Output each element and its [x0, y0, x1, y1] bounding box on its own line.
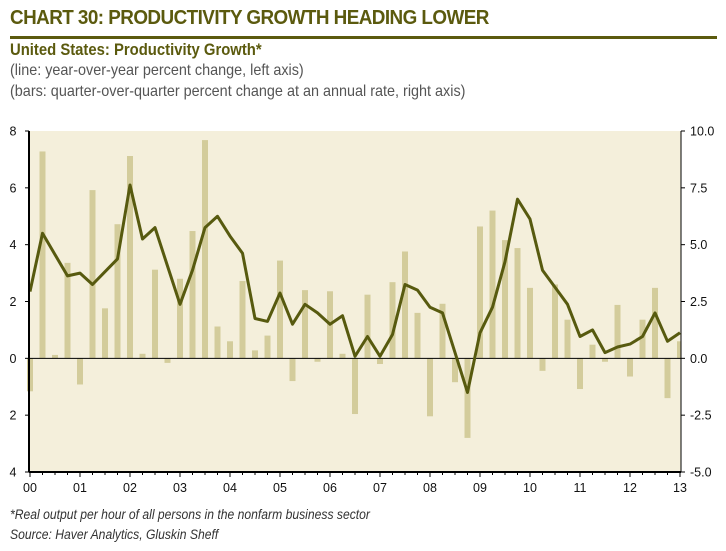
bar-13Q1 — [677, 341, 681, 359]
bar-02Q1 — [127, 156, 133, 359]
x-tick-label: 10 — [523, 481, 537, 495]
right-tick-label: 10.0 — [690, 125, 714, 139]
bar-04Q2 — [239, 281, 246, 359]
left-tick-label: 4 — [10, 466, 17, 480]
x-tick-label: 03 — [173, 481, 187, 495]
bar-05Q1 — [277, 260, 283, 359]
bar-07Q4 — [414, 312, 421, 359]
bar-05Q3 — [302, 290, 308, 359]
bar-10Q2 — [539, 358, 546, 371]
x-tick-label: 05 — [273, 481, 287, 495]
bar-12Q2 — [639, 319, 646, 359]
x-tick-label: 08 — [423, 481, 437, 495]
x-tick-label: 09 — [473, 481, 487, 495]
x-tick-label: 13 — [673, 481, 687, 495]
bar-10Q1 — [527, 287, 533, 359]
bar-11Q1 — [577, 358, 583, 390]
right-tick-label: 5.0 — [690, 238, 707, 252]
plot-background — [29, 131, 681, 472]
bar-02Q4 — [164, 358, 171, 363]
title-rule — [10, 36, 717, 39]
left-tick-label: 4 — [10, 238, 17, 252]
bar-01Q4 — [114, 224, 121, 359]
bar-01Q1 — [77, 358, 83, 385]
chart-title: CHART 30: PRODUCTIVITY GROWTH HEADING LO… — [10, 6, 489, 29]
bar-03Q2 — [189, 231, 196, 359]
bar-07Q2 — [389, 282, 396, 359]
bar-00Q4 — [64, 262, 71, 359]
x-tick-label: 00 — [23, 481, 37, 495]
right-tick-label: 0.0 — [690, 352, 707, 366]
x-tick-label: 01 — [73, 481, 87, 495]
bar-07Q3 — [402, 251, 408, 359]
right-tick-label: 7.5 — [690, 181, 707, 195]
left-tick-label: 0 — [10, 352, 17, 366]
bar-08Q2 — [439, 303, 446, 359]
source-note: Source: Haver Analytics, Gluskin Sheff — [10, 527, 219, 542]
right-tick-label: -2.5 — [690, 409, 712, 423]
bar-11Q4 — [614, 304, 621, 359]
left-tick-label: 2 — [10, 409, 17, 423]
x-axis-ticks: 00 01 02 03 04 05 06 07 08 09 10 11 12 13 — [23, 472, 687, 495]
bar-08Q4 — [464, 358, 471, 438]
x-tick-label: 04 — [223, 481, 237, 495]
bar-03Q3 — [202, 140, 208, 359]
bar-08Q1 — [427, 358, 433, 417]
bar-12Q4 — [664, 358, 671, 399]
bar-06Q2 — [339, 353, 346, 359]
bar-12Q1 — [627, 358, 633, 377]
bar-07Q1 — [377, 358, 383, 365]
bar-12Q3 — [652, 287, 658, 359]
left-axis-ticks: 8 6 4 2 0 2 4 — [10, 125, 29, 480]
x-tick-label: 06 — [323, 481, 337, 495]
bar-09Q4 — [514, 248, 521, 359]
line-series — [28, 183, 681, 394]
right-tick-label: 2.5 — [690, 295, 707, 309]
bar-series — [27, 140, 681, 438]
left-tick-label: 6 — [10, 181, 17, 195]
right-tick-label: -5.0 — [690, 466, 712, 480]
bar-05Q4 — [314, 358, 321, 362]
bar-01Q3 — [102, 308, 108, 359]
left-tick-label: 8 — [10, 125, 17, 139]
left-tick-label: 2 — [10, 295, 17, 309]
bar-01Q2 — [89, 190, 96, 359]
bar-00Q2 — [39, 151, 46, 359]
bar-09Q1 — [477, 226, 483, 359]
bar-03Q4 — [214, 326, 221, 359]
right-axis-ticks: 10.0 7.5 5.0 2.5 0.0 -2.5 -5.0 — [681, 125, 714, 480]
bar-11Q2 — [589, 344, 596, 359]
bar-02Q3 — [152, 269, 158, 359]
bar-09Q2 — [489, 210, 496, 359]
bar-10Q4 — [564, 319, 571, 359]
bar-09Q3 — [502, 240, 508, 359]
bar-02Q2 — [139, 353, 146, 359]
bar-04Q4 — [264, 335, 271, 359]
bar-06Q4 — [364, 294, 371, 359]
chart-subtitle: United States: Productivity Growth* — [10, 41, 262, 59]
bar-05Q2 — [289, 358, 296, 382]
bar-00Q3 — [52, 354, 58, 359]
x-tick-label: 11 — [574, 481, 587, 495]
bar-11Q3 — [602, 358, 608, 362]
bar-03Q1 — [177, 278, 183, 359]
footnote: *Real output per hour of all persons in … — [10, 507, 370, 522]
bar-06Q3 — [352, 358, 358, 415]
line-series-description: (line: year-over-year percent change, le… — [10, 62, 304, 79]
bar-08Q3 — [452, 358, 458, 383]
bar-10Q3 — [552, 284, 558, 359]
x-tick-label: 02 — [123, 481, 137, 495]
bar-series-description: (bars: quarter-over-quarter percent chan… — [10, 83, 466, 100]
x-tick-label: 12 — [623, 481, 637, 495]
bar-04Q1 — [227, 341, 233, 359]
bar-04Q3 — [252, 350, 258, 359]
x-tick-label: 07 — [373, 481, 387, 495]
